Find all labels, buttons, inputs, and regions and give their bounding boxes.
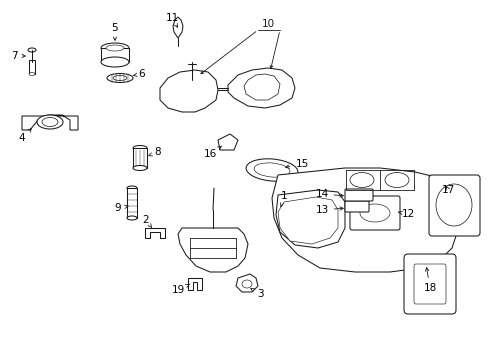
Ellipse shape	[113, 76, 127, 81]
Text: 7: 7	[11, 51, 25, 61]
Polygon shape	[278, 197, 337, 244]
Ellipse shape	[359, 204, 389, 222]
Text: 6: 6	[133, 69, 145, 79]
Ellipse shape	[42, 117, 58, 126]
Ellipse shape	[28, 48, 36, 52]
Text: 9: 9	[115, 203, 128, 213]
Text: 19: 19	[171, 284, 189, 295]
Text: 13: 13	[315, 205, 343, 215]
Ellipse shape	[127, 186, 137, 190]
Text: 10: 10	[261, 19, 274, 29]
Text: 8: 8	[148, 147, 161, 157]
Text: 2: 2	[142, 215, 152, 228]
Ellipse shape	[133, 166, 147, 171]
Bar	[127, 188, 137, 218]
Text: 5: 5	[111, 23, 118, 40]
Bar	[133, 148, 147, 168]
Bar	[101, 48, 129, 62]
Text: 15: 15	[285, 159, 308, 169]
Polygon shape	[227, 68, 294, 108]
Ellipse shape	[435, 184, 471, 226]
Polygon shape	[173, 17, 183, 38]
FancyBboxPatch shape	[403, 254, 455, 314]
Text: 1: 1	[280, 191, 287, 207]
Text: 18: 18	[423, 268, 436, 293]
Ellipse shape	[384, 172, 408, 188]
Ellipse shape	[37, 115, 63, 129]
FancyBboxPatch shape	[428, 175, 479, 236]
FancyBboxPatch shape	[345, 189, 372, 201]
Polygon shape	[236, 274, 258, 292]
Text: 4: 4	[19, 129, 31, 143]
Polygon shape	[187, 278, 202, 290]
Text: 11: 11	[165, 13, 178, 27]
Ellipse shape	[133, 145, 147, 150]
Bar	[29, 60, 35, 74]
Ellipse shape	[101, 43, 129, 53]
Ellipse shape	[254, 163, 289, 177]
Polygon shape	[275, 190, 345, 248]
FancyBboxPatch shape	[349, 196, 399, 230]
Polygon shape	[244, 74, 280, 100]
Polygon shape	[271, 168, 457, 272]
Polygon shape	[178, 228, 247, 272]
Polygon shape	[160, 70, 218, 112]
Ellipse shape	[127, 216, 137, 220]
FancyBboxPatch shape	[413, 264, 445, 304]
Ellipse shape	[242, 280, 251, 288]
FancyBboxPatch shape	[345, 201, 368, 212]
Ellipse shape	[107, 73, 133, 82]
Text: 17: 17	[441, 185, 454, 195]
Polygon shape	[22, 115, 78, 130]
Ellipse shape	[106, 45, 124, 51]
Ellipse shape	[29, 72, 35, 76]
Text: 14: 14	[315, 189, 343, 199]
Text: 3: 3	[250, 288, 263, 299]
Ellipse shape	[245, 159, 297, 181]
Text: 16: 16	[203, 146, 221, 159]
Polygon shape	[145, 228, 164, 238]
Text: 12: 12	[398, 209, 414, 219]
Ellipse shape	[101, 57, 129, 67]
Polygon shape	[218, 134, 238, 150]
Ellipse shape	[349, 172, 373, 188]
